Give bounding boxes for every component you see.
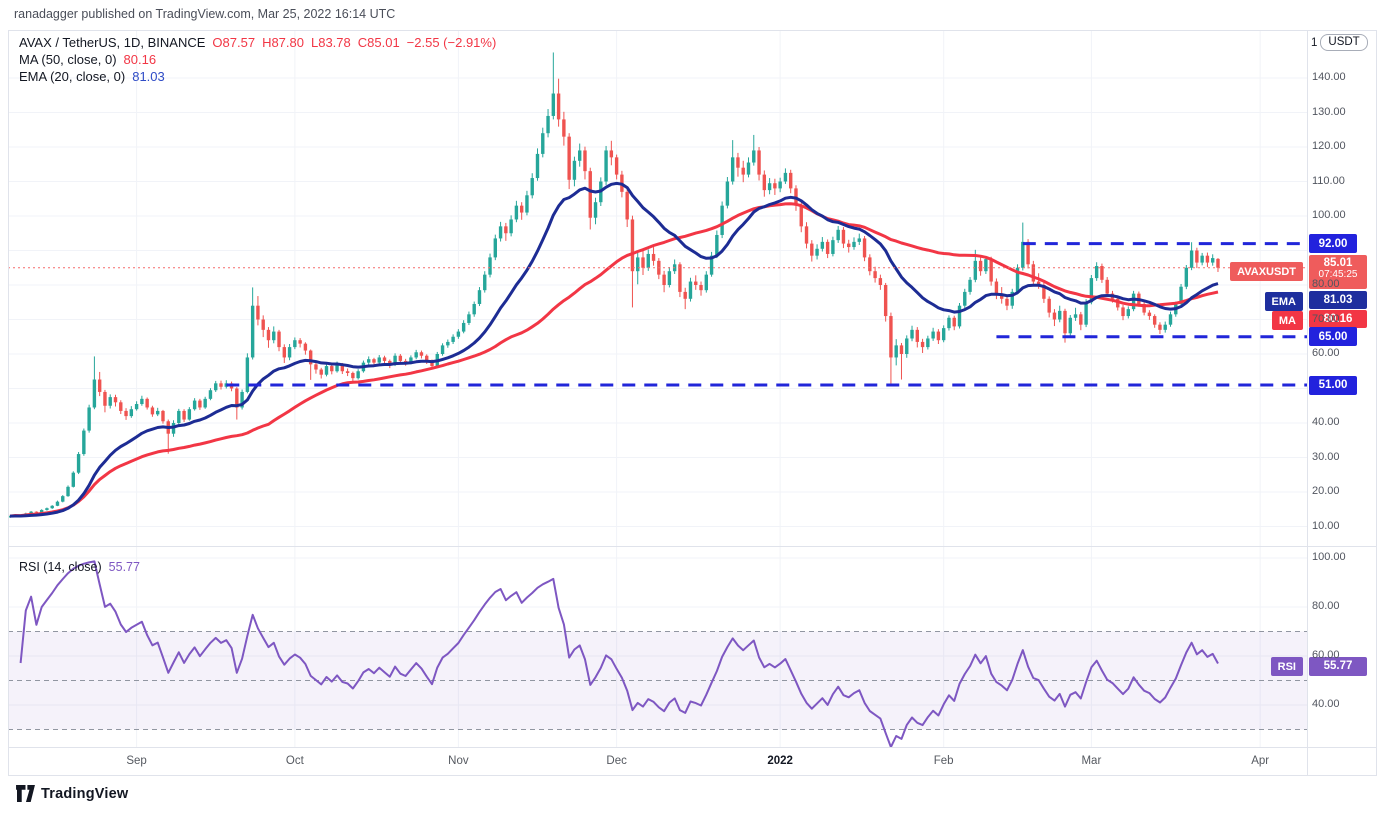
ohlc-change: −2.55 (−2.91%)	[406, 35, 497, 50]
attribution: ranadagger published on TradingView.com,…	[14, 7, 396, 21]
rsi-tag: RSI	[1270, 657, 1303, 676]
axis-separator	[1307, 30, 1308, 776]
price-axis-tick: 60.00	[1312, 347, 1340, 359]
ohlc-close: C85.01	[357, 35, 400, 50]
rsi-value-label: 55.77	[1309, 657, 1367, 676]
time-axis-label: Dec	[606, 755, 627, 767]
ema-value-label: 81.03	[1309, 291, 1367, 309]
ema-value: 81.03	[132, 69, 165, 84]
frame-bottom	[8, 775, 1377, 776]
ema-tag: EMA	[1264, 292, 1303, 311]
frame-right	[1376, 30, 1377, 776]
time-axis-label: Oct	[285, 755, 304, 767]
price-scale-unit: 1 USDT	[1311, 34, 1368, 51]
price-axis-tick: 130.00	[1312, 105, 1346, 118]
ohlc-open: O87.57	[212, 35, 256, 50]
time-axis-label: Apr	[1251, 755, 1270, 767]
frame-top	[8, 30, 1377, 31]
time-axis-label: Sep	[126, 755, 147, 767]
ma-tag: MA	[1271, 311, 1303, 330]
symbol-legend[interactable]: AVAX / TetherUS, 1D, BINANCE O87.57 H87.80…	[19, 35, 503, 50]
price-axis-tick: 120.00	[1312, 140, 1346, 152]
bar-countdown: 07:45:25	[1318, 269, 1358, 280]
price-axis-tick: 140.00	[1312, 71, 1346, 83]
unit-button[interactable]: USDT	[1320, 34, 1368, 51]
symbol-title[interactable]: AVAX / TetherUS, 1D, BINANCE	[19, 35, 206, 50]
ema-legend[interactable]: EMA (20, close, 0) 81.03	[19, 69, 172, 84]
price-axis-tick: 70.00	[1312, 312, 1340, 325]
price-axis-tick: 30.00	[1312, 450, 1340, 463]
rsi-legend[interactable]: RSI (14, close) 55.77	[19, 560, 147, 574]
ohlc-high: H87.80	[262, 35, 304, 50]
brand-name: TradingView	[41, 785, 129, 802]
level-price-label: 65.00	[1309, 327, 1357, 347]
last-price-label: 85.01 07:45:25	[1309, 255, 1367, 289]
timeaxis-divider	[8, 747, 1377, 748]
footer: TradingView	[16, 785, 128, 802]
rsi-axis-tick: 60.00	[1312, 649, 1340, 661]
price-axis-tick: 10.00	[1312, 519, 1340, 532]
rsi-label: RSI (14, close)	[19, 560, 102, 574]
level-price-label: 92.00	[1309, 234, 1357, 254]
rsi-axis-tick: 80.00	[1312, 600, 1340, 612]
time-axis-label: Nov	[448, 755, 469, 767]
ma-legend[interactable]: MA (50, close, 0) 80.16	[19, 52, 163, 67]
level-price-label: 51.00	[1309, 375, 1357, 395]
ema-label: EMA (20, close, 0)	[19, 69, 126, 84]
pane-divider	[8, 546, 1377, 547]
price-axis-tick: 20.00	[1312, 485, 1340, 497]
ma-value-label: 80.16	[1309, 310, 1367, 328]
ohlc-low: L83.78	[310, 35, 351, 50]
frame-left	[8, 30, 9, 776]
ma-label: MA (50, close, 0)	[19, 52, 117, 67]
symbol-price-tag: AVAXUSDT	[1230, 262, 1303, 281]
price-axis-tick: 40.00	[1312, 416, 1340, 428]
last-price-value: 85.01	[1323, 257, 1353, 269]
price-axis-tick: 80.00	[1312, 278, 1340, 290]
price-axis-tick: 110.00	[1312, 174, 1345, 187]
rsi-axis-tick: 100.00	[1312, 551, 1346, 563]
ma-value: 80.16	[123, 52, 157, 67]
price-axis-tick: 100.00	[1312, 209, 1346, 221]
time-axis-label: Feb	[933, 755, 954, 767]
time-axis-label: 2022	[767, 755, 793, 767]
rsi-value: 55.77	[108, 560, 140, 574]
tradingview-logo[interactable]	[16, 785, 35, 802]
time-axis-label: Mar	[1081, 755, 1102, 767]
rsi-axis-tick: 40.00	[1312, 698, 1340, 710]
unit-quantity: 1	[1311, 36, 1318, 49]
